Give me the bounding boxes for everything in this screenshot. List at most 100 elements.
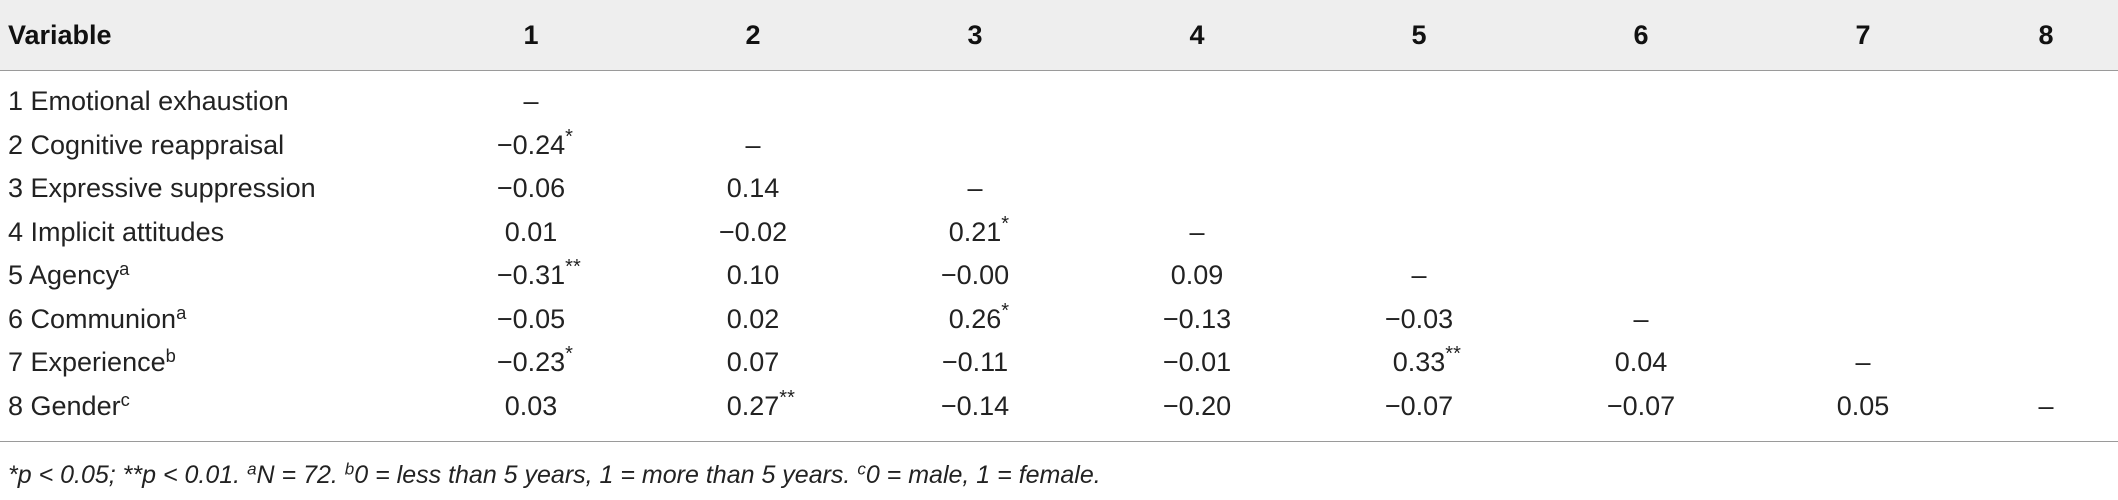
cell-value: 0.09 <box>1170 260 1224 291</box>
table-cell <box>1752 254 1974 298</box>
table-cell <box>1086 167 1308 211</box>
cell-value: −0.23 <box>496 347 566 378</box>
footnote-b-text: 0 = less than 5 years, 1 = more than 5 y… <box>354 461 858 489</box>
cell-value-group: −0.20 <box>1163 391 1231 422</box>
cell-value: −0.01 <box>1162 347 1232 378</box>
cell-value-group: −0.13 <box>1163 304 1231 335</box>
cell-value: 0.10 <box>726 260 780 291</box>
bottom-rule <box>0 441 2118 442</box>
row-label: 6 Communiona <box>0 298 420 342</box>
table-cell: 0.02 <box>642 298 864 342</box>
cell-value: 0.21 <box>948 216 1002 247</box>
cell-value: – <box>2038 390 2054 421</box>
footnote-significance: *p < 0.05; **p < 0.01. <box>8 461 248 489</box>
header-col-5: 5 <box>1411 20 1427 50</box>
header-col-2: 2 <box>745 20 761 50</box>
cell-value-group: −0.14 <box>941 391 1009 422</box>
row-label: 2 Cognitive reappraisal <box>0 124 420 168</box>
cell-value: – <box>1633 303 1649 334</box>
cell-value: 0.33 <box>1392 347 1446 378</box>
table-cell: −0.13 <box>1086 298 1308 342</box>
cell-value: −0.11 <box>941 347 1009 378</box>
row-label-text: 3 Expressive suppression <box>8 173 316 204</box>
table-cell <box>1974 254 2118 298</box>
table-row: 2 Cognitive reappraisal −0.24 * – <box>0 124 2118 168</box>
table-cell <box>642 71 864 124</box>
cell-value-group: 0.05 <box>1837 391 1890 422</box>
table-cell <box>1530 124 1752 168</box>
cell-value-group: −0.11 <box>942 347 1008 378</box>
table-cell: 0.09 <box>1086 254 1308 298</box>
cell-value: 0.27 <box>726 390 780 421</box>
cell-value-group: – <box>1411 260 1426 291</box>
cell-value-group: 0.27 ** <box>726 387 795 422</box>
significance-marker: * <box>1001 212 1010 235</box>
cell-value: 0.01 <box>504 216 558 247</box>
cell-value: – <box>523 86 539 117</box>
table-cell: 0.14 <box>642 167 864 211</box>
significance-marker: * <box>1001 299 1010 322</box>
table-cell: −0.24 * <box>420 124 642 168</box>
cell-value-group: 0.09 <box>1171 260 1224 291</box>
cell-value: −0.02 <box>718 216 788 247</box>
table-cell <box>1974 124 2118 168</box>
row-label: 7 Experienceb <box>0 341 420 385</box>
table-cell: 0.21 * <box>864 211 1086 255</box>
table-cell <box>1974 298 2118 342</box>
table-cell <box>1530 254 1752 298</box>
cell-value-group: −0.02 <box>719 217 787 248</box>
table-cell <box>1752 71 1974 124</box>
significance-marker: * <box>565 343 573 366</box>
cell-value: – <box>967 173 983 204</box>
cell-value: −0.03 <box>1384 303 1454 334</box>
table-cell: 0.03 <box>420 385 642 429</box>
table-row: 4 Implicit attitudes 0.01 −0.02 0.21 * – <box>0 211 2118 255</box>
row-label-footnote-marker: a <box>119 258 130 280</box>
correlation-table: Variable 1 2 3 4 5 6 7 8 1 Emotional exh… <box>0 20 2118 429</box>
table-cell: −0.11 <box>864 341 1086 385</box>
table-cell: – <box>420 71 642 124</box>
cell-value-group: −0.06 <box>497 173 565 204</box>
cell-value: – <box>1411 260 1427 291</box>
cell-value-group: 0.33 ** <box>1392 343 1461 378</box>
header-col-4: 4 <box>1189 20 1205 50</box>
row-label-text: 7 Experience <box>8 347 166 378</box>
cell-value: −0.24 <box>496 129 566 160</box>
cell-value-group: −0.23 * <box>496 343 573 378</box>
header-rule <box>0 70 2118 71</box>
cell-value: −0.14 <box>940 390 1010 421</box>
table-row: 3 Expressive suppression −0.06 0.14 – <box>0 167 2118 211</box>
row-label-text: 2 Cognitive reappraisal <box>8 129 285 160</box>
cell-value: 0.07 <box>726 347 780 378</box>
row-label-footnote-marker: c <box>120 388 130 410</box>
table-row: 5 Agencya −0.31 ** 0.10 −0.00 0.09 – <box>0 254 2118 298</box>
significance-marker: * <box>565 125 573 148</box>
cell-value-group: 0.04 <box>1615 347 1668 378</box>
cell-value-group: 0.21 * <box>948 213 1009 248</box>
header-col-7: 7 <box>1855 20 1871 50</box>
table-cell: −0.14 <box>864 385 1086 429</box>
table-cell: −0.03 <box>1308 298 1530 342</box>
table-cell <box>1530 167 1752 211</box>
cell-value: 0.02 <box>726 303 780 334</box>
table-cell <box>1752 211 1974 255</box>
header-variable: Variable <box>8 20 112 50</box>
cell-value-group: 0.26 * <box>949 300 1009 335</box>
table-cell: −0.07 <box>1530 385 1752 429</box>
cell-value: – <box>1189 216 1205 247</box>
cell-value-group: −0.07 <box>1385 391 1453 422</box>
footnote-marker-b: b <box>344 459 355 479</box>
table-cell <box>1752 167 1974 211</box>
table-cell <box>1530 71 1752 124</box>
table-footnote: *p < 0.05; **p < 0.01. aN = 72. b0 = les… <box>8 461 1101 490</box>
header-background <box>0 0 2118 71</box>
table-row: 7 Experienceb −0.23 * 0.07 −0.11 −0.01 0.33 ** 0… <box>0 341 2118 385</box>
table-cell: – <box>1530 298 1752 342</box>
footnote-marker-c: c <box>857 459 866 479</box>
table-cell: −0.02 <box>642 211 864 255</box>
cell-value-group: −0.03 <box>1385 304 1453 335</box>
footnote-c-text: 0 = male, 1 = female. <box>865 461 1101 489</box>
row-label-text: 8 Gender <box>8 390 121 421</box>
table-cell: – <box>1308 254 1530 298</box>
